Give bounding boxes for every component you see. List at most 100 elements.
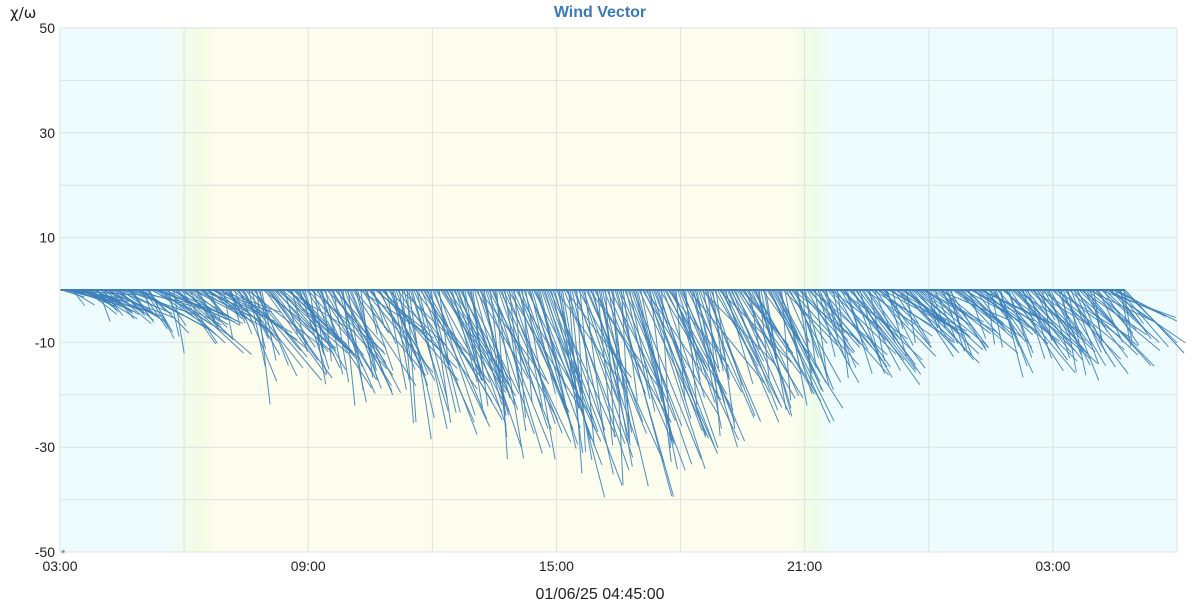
wind-vector-line [789, 289, 842, 383]
wind-vector-line [139, 289, 168, 330]
wind-vector-line [190, 289, 222, 314]
wind-vector-line [685, 289, 698, 406]
wind-vector-line [1124, 289, 1185, 354]
wind-vector-line [931, 289, 954, 317]
wind-vector-line [550, 289, 606, 498]
wind-vector-line [909, 289, 954, 357]
wind-vector-line [715, 289, 736, 429]
wind-vector-line [331, 289, 392, 386]
wind-vector-line [648, 289, 703, 431]
wind-vector-line [1118, 289, 1169, 348]
wind-vector-line [621, 289, 631, 443]
wind-vector-line [321, 289, 332, 362]
wind-vector-line [427, 289, 457, 413]
wind-vector-line [173, 289, 185, 354]
wind-vector-line [1069, 289, 1138, 356]
wind-vector-line [1027, 289, 1053, 359]
wind-vector-line [264, 289, 327, 376]
wind-vector-line [417, 289, 448, 400]
wind-vector-line [785, 289, 810, 343]
wind-vector-line [873, 289, 896, 343]
wind-vector-line [766, 289, 844, 409]
x-tick-label: 15:00 [539, 558, 574, 574]
wind-vector-line [968, 289, 987, 339]
wind-vector-line [699, 289, 755, 418]
wind-vector-line [416, 289, 448, 430]
wind-vector-line [161, 289, 187, 327]
wind-vector-line [750, 289, 800, 397]
wind-vector-line [230, 289, 241, 326]
wind-vector-line [233, 289, 253, 335]
wind-vector-line [749, 289, 760, 350]
wind-vector-line [947, 289, 968, 350]
wind-vector-line [782, 289, 839, 347]
wind-vector-line [494, 289, 524, 459]
vector-series [59, 289, 1186, 498]
wind-vector-line [641, 289, 719, 416]
wind-vector-line [486, 289, 551, 448]
wind-vector-line [272, 289, 316, 348]
x-tick-label: 09:00 [291, 558, 326, 574]
wind-vector-line [392, 289, 410, 381]
wind-vector-line [926, 289, 939, 329]
wind-vector-line [144, 289, 170, 329]
wind-vector-line [910, 289, 958, 351]
corner-marker: * [61, 548, 66, 560]
wind-vector-line [102, 289, 124, 316]
wind-vector-line [597, 289, 614, 446]
wind-vector-line [731, 289, 779, 411]
x-tick-label: 03:00 [1035, 558, 1070, 574]
wind-vector-line [1070, 289, 1100, 365]
wind-vector-line [347, 289, 364, 391]
wind-vector-line [629, 289, 656, 412]
wind-vector-line [510, 289, 556, 425]
wind-vector-line [869, 289, 885, 361]
wind-vector-line [905, 289, 916, 343]
wind-vector-line [1062, 289, 1100, 381]
wind-vector-line [177, 289, 217, 345]
wind-vector-line [979, 289, 1046, 322]
wind-vector-line [373, 289, 386, 329]
wind-vector-line [568, 289, 583, 474]
wind-vector-line [974, 289, 1006, 332]
wind-vector-line [168, 289, 180, 337]
wind-vector-line [198, 289, 247, 318]
wind-vector-line [934, 289, 959, 344]
wind-vector-line [809, 289, 856, 353]
wind-vector-line [323, 289, 374, 375]
wind-vector-line [689, 289, 738, 448]
wind-vector-line [728, 289, 783, 408]
wind-vector-line [491, 289, 552, 430]
wind-vector-line [539, 289, 569, 417]
wind-vector-line [545, 289, 599, 433]
wind-vector-line [174, 289, 244, 354]
wind-vector-line [1005, 289, 1076, 374]
wind-vector-line [734, 289, 791, 416]
wind-vector-line [579, 289, 595, 447]
wind-vector-line [693, 289, 722, 429]
wind-vector-line [661, 289, 671, 449]
wind-vector-line [985, 289, 996, 345]
wind-vector-line [406, 289, 417, 423]
wind-vector-line [1073, 289, 1102, 353]
wind-vector-line [451, 289, 478, 382]
wind-vector-line [120, 289, 154, 314]
timestamp-footer: 01/06/25 04:45:00 [535, 586, 664, 600]
y-tick-label: -10 [35, 334, 55, 350]
wind-vector-line [893, 289, 932, 349]
wind-vector-line [366, 289, 378, 335]
wind-vector-line [813, 289, 890, 376]
x-tick-label: 03:00 [42, 558, 77, 574]
wind-vector-line [297, 289, 347, 371]
wind-vector-line [549, 289, 617, 438]
wind-vector-line [477, 289, 519, 410]
wind-vector-line [481, 289, 506, 384]
wind-vector-line [109, 289, 135, 320]
wind-vector-line [984, 289, 1026, 342]
wind-vector-line [283, 289, 298, 335]
wind-vector-line [1043, 289, 1072, 340]
wind-vector-line [781, 289, 792, 401]
wind-vector-line [673, 289, 705, 398]
wind-vector-line [517, 289, 574, 430]
wind-vector-line [833, 289, 869, 350]
